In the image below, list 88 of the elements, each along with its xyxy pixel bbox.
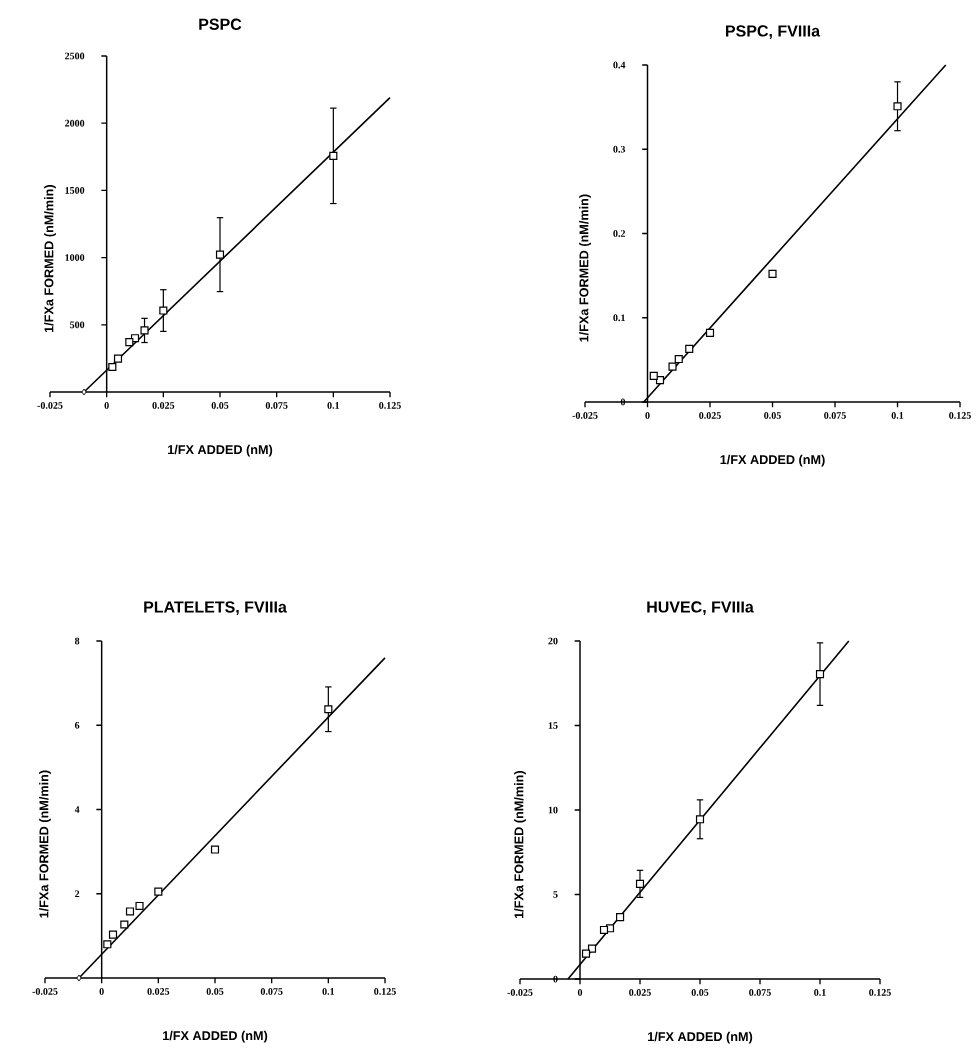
x-tick-label: -0.025	[32, 988, 58, 995]
x-tick-label: 0.075	[749, 989, 771, 996]
point	[215, 250, 225, 259]
x-tick-label: 0.1	[327, 402, 340, 409]
chart-title: PSPC, FVIIIa	[726, 25, 821, 39]
y-axis-title: 1/FXa FORMED (nM/min)	[579, 194, 591, 342]
point	[125, 338, 134, 347]
point	[581, 949, 591, 958]
x-tick-label: 0.075	[260, 988, 283, 995]
y-tick-label: 0.4	[613, 61, 626, 69]
x-tick-label: 0.05	[691, 989, 709, 996]
point	[103, 940, 112, 949]
point	[655, 376, 665, 385]
x-axis-title: 1/FX ADDED (nM)	[720, 454, 825, 467]
x-tick-label: -0.025	[37, 402, 63, 409]
point	[329, 151, 338, 160]
x-tick-label: 0.025	[152, 402, 175, 409]
x-tick-label: 0.125	[949, 412, 971, 419]
x-tick-label: 0.1	[891, 412, 904, 419]
y-tick-label: 4	[74, 806, 80, 813]
point	[81, 388, 87, 396]
x-axis-title: 1/FX ADDED (nM)	[648, 1031, 753, 1044]
point	[154, 887, 163, 896]
chart-title: PLATELETS, FVIIIa	[144, 601, 287, 615]
x-tick-label: -0.025	[507, 989, 533, 996]
y-tick-label: 1000	[65, 254, 85, 261]
x-tick-label: 0.125	[374, 988, 396, 995]
y-axis-title: 1/FXa FORMED (nM/min)	[514, 771, 526, 919]
y-tick-label: 2500	[65, 52, 85, 60]
x-tick-label: 0.125	[869, 989, 891, 996]
point	[685, 344, 694, 353]
point	[140, 326, 149, 335]
y-tick-label: 10	[548, 806, 558, 814]
point	[695, 815, 705, 824]
y-tick-label: 2	[75, 890, 80, 898]
point	[616, 913, 625, 922]
y-tick-label: 0.3	[613, 145, 626, 153]
x-tick-label: 0	[104, 402, 109, 409]
y-tick-label: 2000	[65, 119, 85, 127]
y-tick-label: 500	[70, 321, 85, 329]
point	[599, 925, 609, 935]
point	[587, 944, 597, 953]
x-tick-label: 0.05	[764, 412, 781, 419]
y-tick-label: 0.1	[613, 314, 625, 322]
x-tick-label: 0.125	[379, 402, 401, 409]
point	[768, 269, 777, 278]
point	[324, 705, 333, 714]
x-tick-label: 0	[577, 989, 583, 996]
point	[635, 879, 645, 888]
x-axis-title: 1/FX ADDED (nM)	[168, 444, 273, 457]
x-tick-label: 0.075	[824, 412, 846, 419]
point	[135, 901, 144, 911]
x-tick-label: 0.05	[206, 988, 224, 995]
point	[159, 306, 168, 315]
chart-title: PSPC	[199, 18, 242, 30]
point	[668, 362, 677, 371]
y-axis-title: 1/FXa FORMED (nM/min)	[44, 185, 56, 333]
y-tick-label: 6	[74, 721, 80, 729]
point	[108, 930, 118, 939]
point	[113, 354, 123, 363]
x-tick-label: 0.075	[265, 402, 288, 409]
chart-title: HUVEC, FVIIIa	[647, 601, 754, 615]
x-tick-label: 0	[99, 988, 104, 995]
x-tick-label: 0	[645, 412, 650, 419]
y-tick-label: 1500	[65, 187, 85, 194]
point	[674, 354, 683, 364]
point	[108, 362, 117, 372]
x-tick-label: 0.1	[814, 989, 826, 996]
y-tick-label: 0.2	[613, 230, 626, 237]
y-tick-label: 8	[74, 637, 80, 645]
point	[130, 334, 140, 343]
x-tick-label: 0.025	[699, 412, 721, 419]
x-tick-label: 0.1	[322, 988, 335, 995]
y-tick-label: 15	[548, 722, 558, 729]
x-axis-title: 1/FX ADDED (nM)	[163, 1030, 268, 1043]
y-tick-label: 0	[553, 975, 558, 983]
x-tick-label: 0.025	[629, 989, 651, 996]
point	[705, 328, 715, 337]
point	[893, 102, 902, 111]
point	[76, 974, 82, 982]
y-tick-label: 20	[548, 637, 558, 645]
point	[815, 670, 825, 679]
point	[649, 371, 658, 380]
x-tick-label: 0.025	[147, 988, 170, 995]
x-tick-label: -0.025	[572, 412, 598, 419]
x-tick-label: 0.05	[211, 402, 229, 409]
y-axis-title: 1/FXa FORMED (nM/min)	[39, 770, 51, 918]
y-tick-label: 5	[553, 891, 558, 898]
